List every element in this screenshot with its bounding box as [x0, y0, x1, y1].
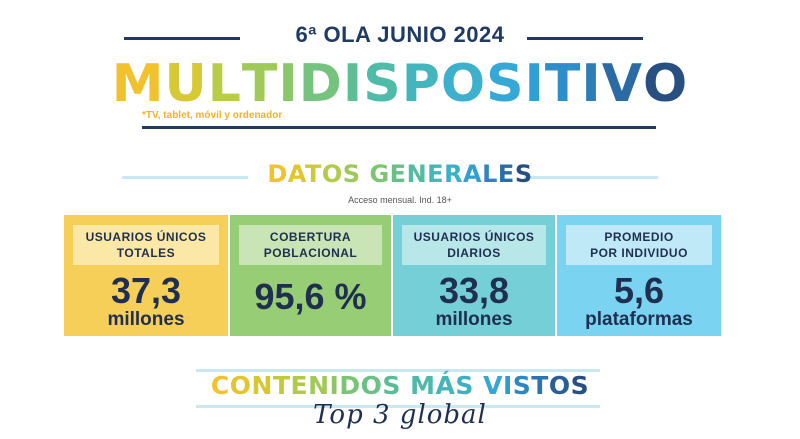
datos-rule-right	[524, 176, 658, 179]
stat-card-value: 33,8	[438, 270, 510, 311]
heading-letter: E	[389, 160, 407, 188]
stat-card-label: COBERTURA POBLACIONAL	[239, 225, 382, 265]
stat-card-value: 5,6	[613, 270, 665, 311]
stat-card-usuarios-totales: USUARIOS ÚNICOS TOTALES 37,3 millones	[64, 215, 228, 336]
heading-letter: A	[463, 160, 483, 188]
devices-footnote: *TV, tablet, móvil y ordenador	[142, 110, 283, 121]
heading-letter: I	[581, 54, 602, 114]
heading-letter: N	[406, 160, 428, 188]
heading-letter: E	[427, 160, 445, 188]
heading-letter: S	[486, 54, 525, 114]
header-rule-left	[124, 37, 240, 40]
heading-letter: T	[544, 54, 582, 114]
heading-letter: C	[210, 371, 230, 400]
heading-letter: T	[305, 160, 322, 188]
heading-letter: N	[308, 371, 330, 400]
heading-letter: D	[267, 160, 288, 188]
contenidos-subtitle: Top 3 global	[313, 400, 487, 430]
heading-letter: O	[229, 371, 252, 400]
heading-letter: S	[382, 371, 401, 400]
heading-letter: D	[298, 54, 343, 114]
heading-letter: M	[410, 371, 436, 400]
heading-letter: S	[514, 160, 533, 188]
heading-letter: E	[497, 160, 515, 188]
contenidos-rule-top	[196, 369, 600, 372]
stat-card-promedio: PROMEDIO POR INDIVIDUO 5,6 plataformas	[557, 215, 721, 336]
heading-letter: L	[482, 160, 498, 188]
heading-letter	[401, 371, 410, 400]
heading-letter: S	[512, 371, 532, 400]
stat-card-cobertura: COBERTURA POBLACIONAL 95,6 %	[230, 215, 391, 336]
heading-letter: S	[342, 160, 361, 188]
contenidos-rule-bottom	[196, 405, 600, 408]
heading-letter: D	[339, 371, 361, 400]
heading-letter: S	[570, 371, 590, 400]
heading-letter: N	[251, 371, 273, 400]
stat-card-unit: plataformas	[585, 309, 693, 330]
datos-subtitle: Acceso mensual. Ind. 18+	[348, 195, 452, 205]
stat-card-usuarios-diarios: USUARIOS ÚNICOS DIARIOS 33,8 millones	[393, 215, 555, 336]
heading-letter	[474, 371, 483, 400]
stat-card-label: USUARIOS ÚNICOS DIARIOS	[402, 225, 546, 265]
heading-letter: O	[360, 371, 383, 400]
heading-letter: O	[440, 54, 487, 114]
wave-heading: 6ª OLA JUNIO 2024	[295, 22, 505, 47]
heading-letter: V	[483, 371, 503, 400]
heading-letter: E	[290, 371, 309, 400]
header-rule-right	[527, 37, 643, 40]
heading-letter: T	[272, 371, 291, 400]
stat-card-unit: millones	[435, 309, 513, 330]
heading-letter: G	[369, 160, 390, 188]
stat-card-value: 37,3	[110, 270, 182, 311]
heading-letter: L	[207, 54, 242, 114]
datos-rule-left	[122, 176, 248, 179]
stat-card-label: USUARIOS ÚNICOS TOTALES	[73, 225, 219, 265]
heading-letter: T	[531, 371, 549, 400]
main-title: MULTIDISPOSITIVO	[0, 56, 800, 112]
heading-letter: R	[444, 160, 464, 188]
heading-letter: I	[342, 54, 364, 114]
stat-card-value: 95,6 %	[254, 276, 367, 317]
heading-letter: S	[363, 54, 402, 114]
contenidos-title: CONTENIDOS MÁS VISTOS	[0, 371, 800, 400]
heading-letter: I	[502, 371, 513, 400]
heading-letter: T	[241, 54, 279, 114]
stat-card-unit: millones	[107, 309, 185, 330]
heading-letter: U	[164, 54, 208, 114]
heading-letter: O	[321, 160, 343, 188]
heading-letter: O	[548, 371, 571, 400]
heading-letter: I	[329, 371, 340, 400]
heading-letter: P	[401, 54, 441, 114]
title-underline	[142, 126, 656, 129]
heading-letter: Á	[435, 371, 456, 400]
heading-letter: S	[455, 371, 474, 400]
heading-letter: M	[111, 54, 165, 114]
stat-card-label: PROMEDIO POR INDIVIDUO	[566, 225, 712, 265]
datos-generales-title: DATOS GENERALES	[0, 160, 800, 188]
heading-letter: I	[278, 54, 299, 114]
heading-letter: I	[524, 54, 545, 114]
heading-letter: A	[287, 160, 306, 188]
heading-letter: O	[642, 54, 689, 114]
heading-letter: V	[601, 54, 643, 114]
